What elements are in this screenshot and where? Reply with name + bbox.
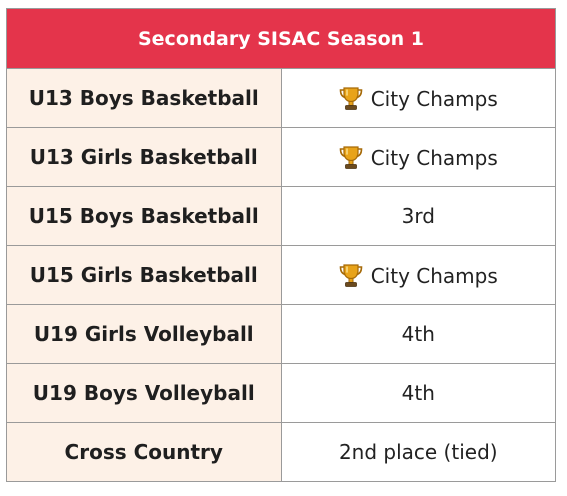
table-row: U15 Girls Basketball City Champs	[6, 245, 556, 305]
result-cell: 2nd place (tied)	[280, 422, 556, 482]
sport-name: U15 Girls Basketball	[6, 245, 282, 305]
table-row: U13 Boys Basketball City Champs	[6, 68, 556, 128]
result-cell: City Champs	[280, 68, 556, 128]
result-text: 2nd place (tied)	[338, 440, 498, 464]
table-row: U19 Boys Volleyball 4th	[6, 363, 556, 423]
sport-name: U19 Girls Volleyball	[6, 304, 282, 364]
result-text: 4th	[401, 322, 435, 346]
table-row: U15 Boys Basketball 3rd	[6, 186, 556, 246]
sport-name: U13 Boys Basketball	[6, 68, 282, 128]
header-row: Secondary SISAC Season 1	[6, 8, 556, 69]
sport-name: U13 Girls Basketball	[6, 127, 282, 187]
result-text: City Champs	[370, 146, 498, 170]
sport-name: U15 Boys Basketball	[6, 186, 282, 246]
results-table: Secondary SISAC Season 1 U13 Boys Basket…	[6, 8, 556, 482]
result-text: 3rd	[401, 204, 435, 228]
result-text: City Champs	[370, 87, 498, 111]
table-title: Secondary SISAC Season 1	[6, 8, 556, 69]
trophy-icon	[339, 146, 363, 169]
result-cell: City Champs	[280, 127, 556, 187]
table-row: Cross Country 2nd place (tied)	[6, 422, 556, 482]
result-cell: 3rd	[280, 186, 556, 246]
result-cell: 4th	[280, 304, 556, 364]
result-cell: 4th	[280, 363, 556, 423]
result-text: 4th	[401, 381, 435, 405]
table-row: U13 Girls Basketball City Champs	[6, 127, 556, 187]
table-row: U19 Girls Volleyball 4th	[6, 304, 556, 364]
trophy-icon	[339, 87, 363, 110]
sport-name: Cross Country	[6, 422, 282, 482]
sport-name: U19 Boys Volleyball	[6, 363, 282, 423]
result-cell: City Champs	[280, 245, 556, 305]
trophy-icon	[339, 264, 363, 287]
result-text: City Champs	[370, 264, 498, 288]
